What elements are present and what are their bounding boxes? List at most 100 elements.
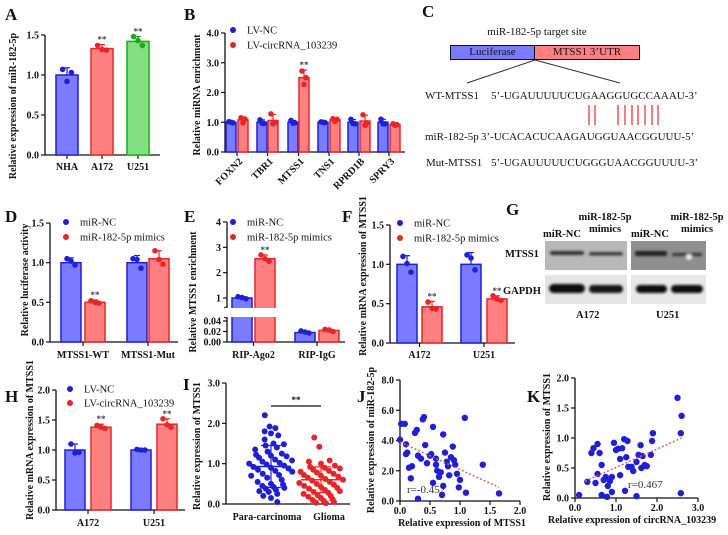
data-point — [228, 119, 234, 126]
bar — [225, 121, 237, 153]
panel-label-d: D — [5, 207, 17, 226]
bar — [90, 426, 112, 511]
data-point — [401, 420, 408, 428]
data-point — [239, 294, 245, 301]
x-tick-label: A172 — [91, 162, 113, 173]
y-tick-label: 0.0 — [208, 500, 221, 511]
x-tick-label: 1.5 — [484, 506, 497, 517]
data-point — [618, 445, 626, 452]
y-tick-label: 2.0 — [207, 88, 220, 99]
data-point — [440, 482, 447, 490]
significance-mark: ** — [134, 27, 144, 37]
data-point — [289, 468, 296, 475]
data-point — [479, 461, 486, 468]
data-point — [608, 473, 616, 481]
legend-dot — [230, 234, 236, 240]
data-point — [464, 252, 470, 258]
x-tick-label: Para-carcinoma — [233, 512, 302, 523]
data-point — [495, 490, 503, 497]
y-axis-label: Relative expression of MTSS1 — [192, 382, 203, 510]
x-tick-label: 0.0 — [394, 506, 407, 517]
data-point — [380, 120, 386, 127]
x-tick-label: 1.0 — [610, 503, 623, 514]
y-tick-label: 1.0 — [372, 260, 385, 271]
data-point — [602, 473, 609, 481]
data-point — [438, 491, 446, 499]
data-point — [272, 456, 279, 463]
axis-break-gap — [230, 308, 254, 317]
data-point — [268, 430, 274, 437]
x-tick-label: RIP-Ago2 — [232, 350, 275, 361]
y-tick-label: 0.0 — [382, 497, 395, 508]
data-point — [254, 466, 261, 473]
data-point — [301, 81, 307, 88]
x-tick-label: MTSS1 — [276, 156, 307, 187]
bar — [60, 261, 82, 343]
x-tick-label: U251 — [473, 350, 495, 361]
bar — [389, 123, 401, 153]
zoom-line — [466, 59, 536, 84]
data-point — [246, 460, 253, 467]
data-point — [276, 459, 283, 466]
legend-label: miR-NC — [414, 219, 450, 230]
data-point — [94, 42, 101, 49]
data-point — [261, 436, 268, 443]
data-point — [441, 449, 449, 456]
bar — [460, 263, 482, 344]
y-tick-label: 0.0 — [38, 506, 51, 517]
data-point — [604, 482, 611, 490]
significance-mark: ** — [98, 35, 108, 45]
data-point — [449, 443, 456, 450]
data-point — [335, 473, 342, 480]
y-tick-label: 1.5 — [557, 404, 570, 415]
data-point — [610, 439, 618, 446]
data-point — [256, 454, 263, 461]
wt-sequence: 5’-UGAUUUUUCUGAAGGUGCCAAAU-3’ — [491, 90, 698, 102]
data-point — [68, 258, 74, 264]
data-point — [637, 442, 644, 449]
panel-label-h: H — [5, 387, 18, 406]
legend-dot — [67, 400, 73, 406]
y-axis-label: Relative expression of miR-182-5p — [8, 32, 19, 179]
x-tick-label: 1.0 — [454, 506, 467, 517]
data-point — [311, 434, 318, 441]
cell-line-label: A172 — [576, 310, 600, 321]
panel-label-e: E — [184, 207, 195, 226]
x-tick-label: Glioma — [313, 512, 345, 523]
bar — [84, 301, 106, 343]
data-point — [248, 472, 255, 479]
legend-label: LV-NC — [247, 26, 277, 37]
data-point — [678, 412, 685, 419]
x-tick-label: U251 — [127, 162, 149, 173]
y-tick-label: 0.0 — [557, 494, 570, 505]
data-point — [408, 269, 414, 276]
data-point — [313, 469, 320, 476]
data-point — [305, 458, 312, 465]
wt-label: WT-MTSS1 — [425, 90, 479, 102]
y-tick-label: 0.02 — [204, 327, 222, 338]
data-point — [437, 469, 444, 476]
data-point — [472, 267, 478, 273]
bar — [231, 297, 253, 343]
data-point — [417, 455, 425, 462]
data-point — [254, 478, 261, 485]
y-tick-label: 0.5 — [372, 299, 385, 310]
x-tick-label: NHA — [56, 162, 79, 173]
data-point — [259, 120, 265, 126]
data-point — [265, 488, 272, 495]
x-tick-label: MTSS1-Mut — [121, 350, 176, 361]
data-point — [326, 457, 333, 464]
x-tick-label: U251 — [143, 518, 165, 529]
y-tick-label: 1.0 — [208, 459, 221, 470]
data-point — [266, 258, 272, 265]
target-site-title: miR-182-5p target site — [487, 26, 587, 38]
y-tick-label: 3 — [216, 243, 221, 254]
x-tick-label: RPRD1B — [331, 156, 367, 192]
data-point — [336, 465, 343, 472]
data-point — [160, 261, 166, 268]
y-tick-label: 8.0 — [382, 376, 395, 387]
x-tick-label: A172 — [77, 518, 99, 529]
lane-label: miR-NC — [631, 229, 669, 240]
data-point — [423, 459, 431, 467]
data-point — [262, 255, 268, 262]
